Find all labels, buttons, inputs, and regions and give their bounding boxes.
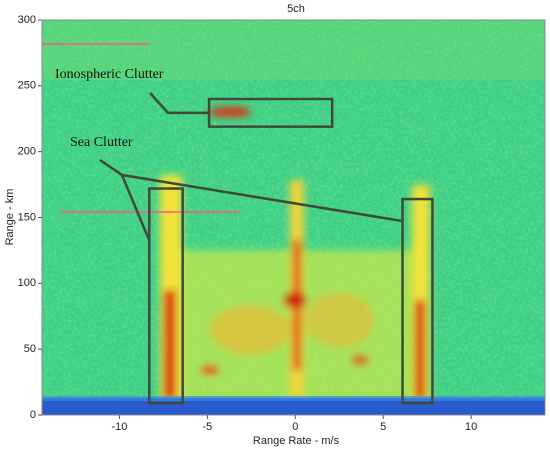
heatmap-image bbox=[42, 20, 545, 415]
x-tick-label: -5 bbox=[202, 421, 212, 433]
y-axis-label: Range - km bbox=[4, 189, 16, 246]
annotation-label: Ionospheric Clutter bbox=[55, 67, 164, 82]
chart-title: 5ch bbox=[287, 3, 305, 15]
annotation-box bbox=[148, 187, 184, 405]
annotation-label: Sea Clutter bbox=[70, 135, 133, 150]
annotation-box bbox=[401, 197, 434, 405]
x-axis-label: Range Rate - m/s bbox=[253, 435, 340, 447]
y-tick-label: 150 bbox=[18, 211, 36, 223]
y-tick-label: 200 bbox=[18, 146, 36, 158]
y-tick-label: 0 bbox=[30, 409, 36, 421]
x-tick-label: 10 bbox=[465, 421, 477, 433]
x-tick-label: 0 bbox=[292, 421, 298, 433]
leader-line bbox=[121, 173, 403, 223]
y-tick-label: 100 bbox=[18, 277, 36, 289]
leader-line bbox=[149, 92, 210, 115]
y-tick-label: 50 bbox=[24, 343, 36, 355]
y-tick-label: 250 bbox=[18, 80, 36, 92]
y-tick-label: 300 bbox=[18, 14, 36, 26]
x-tick-label: -10 bbox=[111, 421, 127, 433]
x-tick-label: 5 bbox=[380, 421, 386, 433]
